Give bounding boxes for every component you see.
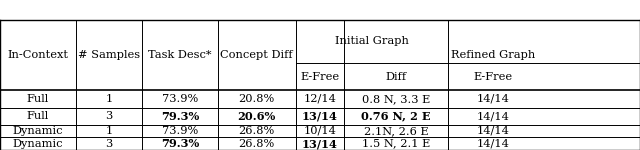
Text: 1.5 N, 2.1 E: 1.5 N, 2.1 E <box>362 139 430 149</box>
Text: Initial Graph: Initial Graph <box>335 36 409 46</box>
Text: 13/14: 13/14 <box>302 138 338 149</box>
Text: 3: 3 <box>105 139 113 149</box>
Text: E-Free: E-Free <box>300 72 340 81</box>
Text: 10/14: 10/14 <box>303 126 337 136</box>
Text: Concept Diff: Concept Diff <box>220 50 293 60</box>
Text: 0.8 N, 3.3 E: 0.8 N, 3.3 E <box>362 94 430 104</box>
Text: Dynamic: Dynamic <box>13 126 63 136</box>
Text: Task Desc*: Task Desc* <box>148 50 212 60</box>
Text: Full: Full <box>27 111 49 121</box>
Text: # Samples: # Samples <box>77 50 140 60</box>
Text: 12/14: 12/14 <box>303 94 337 104</box>
Text: 14/14: 14/14 <box>476 126 509 136</box>
Text: In-Context: In-Context <box>7 50 68 60</box>
Text: 14/14: 14/14 <box>476 111 509 121</box>
Text: Diff: Diff <box>385 72 407 81</box>
Text: Dynamic: Dynamic <box>13 139 63 149</box>
Text: 26.8%: 26.8% <box>239 139 275 149</box>
Text: 20.8%: 20.8% <box>239 94 275 104</box>
Text: 14/14: 14/14 <box>476 94 509 104</box>
Text: 1: 1 <box>105 126 113 136</box>
Text: 79.3%: 79.3% <box>161 111 199 122</box>
Text: 73.9%: 73.9% <box>162 126 198 136</box>
Text: 79.3%: 79.3% <box>161 138 199 149</box>
Text: 13/14: 13/14 <box>302 111 338 122</box>
Text: 1: 1 <box>105 94 113 104</box>
Text: 14/14: 14/14 <box>476 139 509 149</box>
Text: 3: 3 <box>105 111 113 121</box>
Text: 73.9%: 73.9% <box>162 94 198 104</box>
Text: 20.6%: 20.6% <box>237 111 276 122</box>
Text: 0.76 N, 2 E: 0.76 N, 2 E <box>362 111 431 122</box>
Text: E-Free: E-Free <box>473 72 513 81</box>
Text: 26.8%: 26.8% <box>239 126 275 136</box>
Text: Refined Graph: Refined Graph <box>451 50 535 60</box>
Text: 2.1N, 2.6 E: 2.1N, 2.6 E <box>364 126 428 136</box>
Text: Full: Full <box>27 94 49 104</box>
